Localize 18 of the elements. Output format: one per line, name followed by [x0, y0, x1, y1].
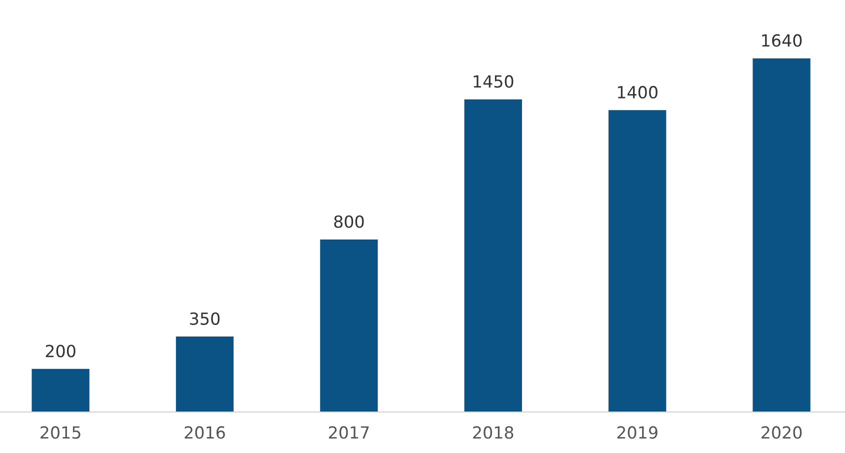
bar: [176, 336, 234, 412]
bar: [752, 58, 810, 412]
x-tick-label: 2016: [184, 426, 225, 439]
data-label: 1450: [474, 75, 514, 88]
data-label: 1640: [762, 34, 802, 47]
bar: [320, 239, 378, 412]
bar: [464, 99, 522, 412]
data-label: 800: [334, 215, 364, 228]
bar: [32, 368, 90, 412]
bar: [608, 110, 666, 412]
x-tick-label: 2015: [40, 426, 80, 439]
x-tick-label: 2017: [328, 426, 369, 439]
x-tick-label: 2019: [617, 426, 658, 439]
x-tick-label: 2020: [762, 426, 802, 439]
data-label: 350: [190, 312, 220, 325]
x-tick-label: 2018: [473, 426, 514, 439]
data-label: 1400: [618, 86, 658, 99]
data-label: 200: [46, 344, 76, 358]
